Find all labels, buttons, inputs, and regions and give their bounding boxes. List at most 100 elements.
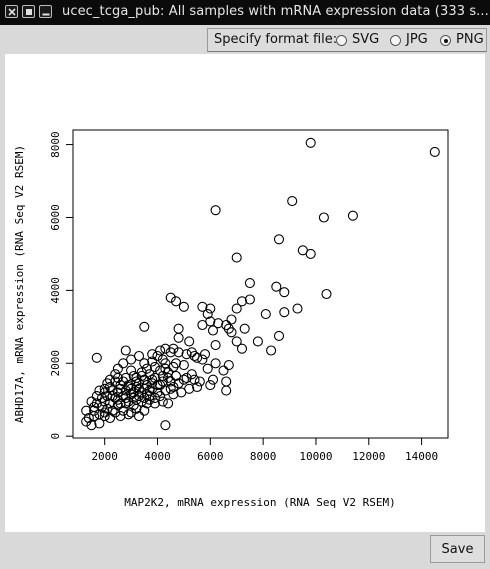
data-point [120,385,131,396]
maximize-button[interactable] [39,5,52,18]
format-selector: Specify format file: SVG JPG PNG [207,28,487,52]
y-axis-label: ABHD17A, mRNA expression (RNA Seq V2 RSE… [13,145,26,423]
scatter-plot: 2000 4000 6000 8000 10000 12000 14000 0 2000 400… [13,129,449,509]
data-point [168,389,179,400]
data-point [104,412,116,424]
data-point [292,303,303,314]
data-point [321,288,332,300]
data-point [168,343,179,354]
data-point [210,340,221,351]
y-tick-label: 4000 [49,277,62,304]
data-point [123,381,134,393]
radio-jpg-indicator[interactable] [390,35,401,46]
x-tick-label: 4000 [144,450,171,463]
save-button[interactable]: Save [430,535,485,563]
data-point [221,376,232,387]
radio-svg-indicator[interactable] [336,35,347,46]
data-point [205,380,216,391]
data-point [120,372,131,383]
data-point [236,343,248,354]
data-point [173,347,184,358]
y-tick-label: 6000 [49,204,62,231]
data-point [429,146,440,157]
minimize-button[interactable] [22,5,35,18]
data-point [149,398,160,409]
data-point [112,400,123,411]
data-point [160,343,171,354]
data-point [107,405,118,416]
data-point [99,407,110,418]
data-point [176,387,187,398]
data-point [94,385,105,396]
data-point [120,345,131,356]
data-point [147,356,158,367]
data-point [139,392,150,403]
y-axis: 0 2000 4000 6000 8000 [49,131,73,439]
data-point [205,303,216,314]
data-point [110,407,121,418]
data-point [202,363,213,374]
minimize-icon [26,9,32,15]
data-point [118,376,129,387]
data-point [173,332,184,343]
data-point [149,361,160,372]
y-tick-label: 8000 [49,131,62,158]
data-point [173,378,184,389]
radio-png-indicator[interactable] [440,35,451,46]
x-tick-label: 10000 [299,450,332,463]
data-point [123,409,134,420]
data-point [149,392,160,403]
x-tick-label: 2000 [91,450,118,463]
data-point [147,349,158,360]
data-point [226,327,237,338]
data-point [112,363,123,374]
data-point [112,372,123,383]
data-point [165,376,176,387]
data-point [157,370,168,382]
data-point [186,369,197,380]
plot-canvas: 2000 4000 6000 8000 10000 12000 14000 0 2000 400… [5,54,485,532]
x-axis-label: MAP2K2, mRNA expression (RNA Seq V2 RSEM… [124,496,396,509]
data-point [207,374,219,385]
data-point [163,398,174,409]
data-point [236,296,248,307]
data-point [110,392,121,403]
data-point [141,363,152,374]
data-point [170,296,182,307]
data-point [163,372,174,383]
data-point [139,358,150,369]
data-point [112,387,123,398]
data-point [139,321,150,332]
data-point [133,411,145,422]
data-point [223,360,234,371]
data-point [107,391,118,402]
data-point [157,376,168,387]
data-point [160,358,171,369]
data-point [213,318,224,329]
y-tick-label: 0 [49,433,62,440]
data-point [244,294,255,305]
data-point [226,314,237,325]
data-point [81,416,92,427]
data-point [197,354,208,365]
data-point [115,411,126,422]
x-tick-label: 6000 [197,450,224,463]
data-point [131,376,142,387]
data-point [118,391,129,402]
data-point [141,398,152,409]
data-point [160,420,171,431]
data-point [192,381,203,393]
data-point [126,365,137,376]
format-label: Specify format file: [214,32,338,47]
data-point [144,385,155,396]
x-axis: 2000 4000 6000 8000 10000 12000 14000 [91,438,438,463]
data-point [155,365,166,376]
data-point [104,374,116,385]
data-point [199,349,211,360]
x-tick-label: 14000 [405,450,438,463]
data-point [260,309,271,320]
data-point [139,405,150,416]
close-icon [8,8,16,16]
window-menu-button[interactable] [5,5,18,18]
